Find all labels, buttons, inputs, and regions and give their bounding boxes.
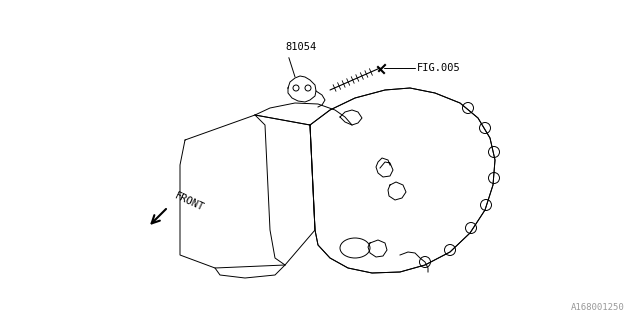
Text: 81054: 81054 — [285, 42, 316, 52]
Polygon shape — [310, 88, 495, 273]
Text: FIG.005: FIG.005 — [417, 63, 461, 73]
Polygon shape — [180, 115, 315, 268]
Polygon shape — [288, 76, 316, 102]
Text: FRONT: FRONT — [173, 191, 205, 213]
Text: A168001250: A168001250 — [572, 303, 625, 312]
